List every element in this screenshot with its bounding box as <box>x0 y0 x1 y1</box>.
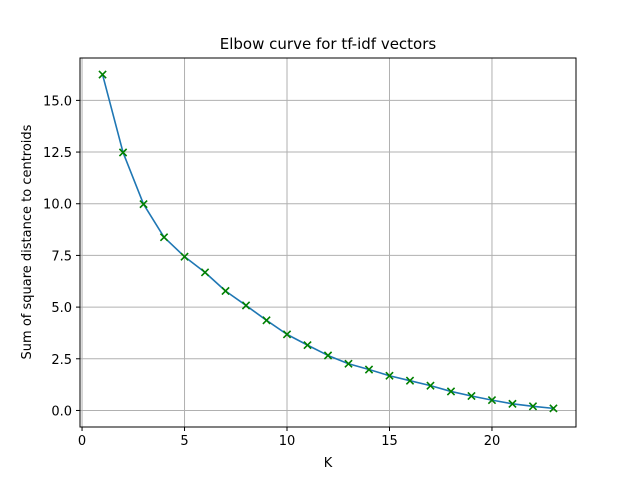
x-tick-label: 15 <box>381 434 398 449</box>
y-axis-label: Sum of square distance to centroids <box>20 124 35 359</box>
axes-frame <box>79 57 577 428</box>
data-point-marker <box>344 359 353 368</box>
y-tick-label: 5.0 <box>51 301 72 316</box>
y-tick-label: 10.0 <box>43 198 72 213</box>
data-point-marker <box>98 70 107 79</box>
data-point-marker <box>405 376 415 385</box>
data-point-marker <box>118 148 128 157</box>
y-tick-label: 2.5 <box>51 353 72 368</box>
data-point-marker <box>426 381 435 390</box>
y-tick-label: 15.0 <box>43 94 72 109</box>
data-point-marker <box>282 330 292 339</box>
x-tick-label: 5 <box>180 434 188 449</box>
data-point-marker <box>508 399 517 409</box>
data-point-marker <box>241 301 251 310</box>
data-point-marker <box>303 340 312 350</box>
data-point-marker <box>139 199 148 209</box>
x-tick-label: 10 <box>279 434 296 449</box>
data-point-marker <box>262 316 271 325</box>
x-axis-label: K <box>324 456 333 471</box>
data-point-marker <box>221 286 230 296</box>
x-tick-label: 20 <box>484 434 501 449</box>
axis-ticks: 0 5 10 15 20 0.0 2.5 5.0 7.5 10.0 12.5 15.0 <box>43 94 500 449</box>
data-point-marker <box>323 351 333 360</box>
data-point-marker <box>446 387 456 396</box>
data-point-marker <box>385 371 394 380</box>
data-point-marker <box>200 268 210 277</box>
data-point-marker <box>549 404 558 413</box>
data-point-marker <box>528 402 538 411</box>
data-point-marker <box>159 233 169 242</box>
y-tick-label: 12.5 <box>43 146 72 161</box>
data-point-marker <box>364 365 374 374</box>
chart-title: Elbow curve for tf-idf vectors <box>220 35 437 53</box>
x-tick-label: 0 <box>78 434 86 449</box>
data-point-marker <box>467 391 476 401</box>
y-tick-label: 7.5 <box>51 249 72 264</box>
data-point-marker <box>487 395 497 405</box>
y-tick-label: 0.0 <box>51 404 72 419</box>
plot-area <box>98 70 558 413</box>
grid-lines <box>80 58 576 427</box>
data-point-marker <box>180 252 189 261</box>
